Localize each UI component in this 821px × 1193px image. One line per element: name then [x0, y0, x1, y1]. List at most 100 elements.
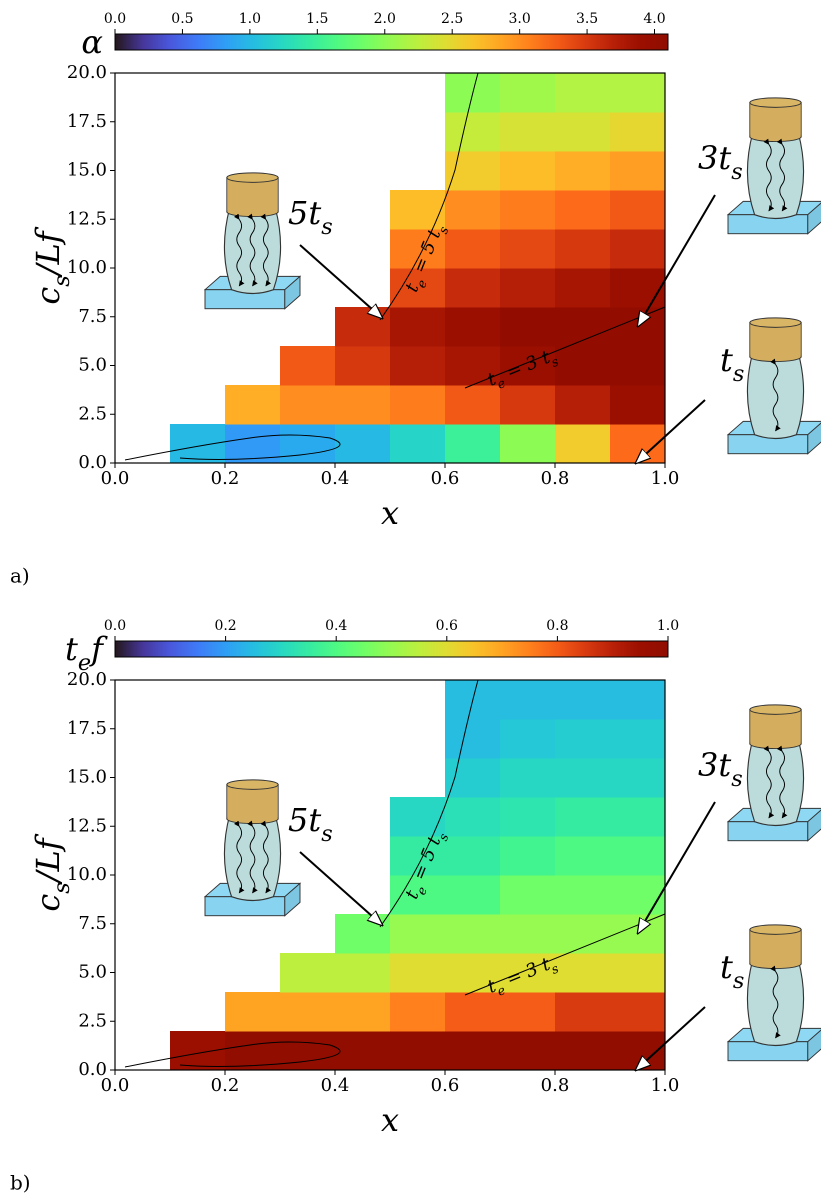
heatmap-cell	[390, 268, 446, 308]
heatmap-cell	[555, 151, 611, 191]
y-tick-label: 20.0	[67, 669, 107, 690]
heatmap-cell	[555, 797, 611, 837]
heatmap-cell	[500, 992, 556, 1032]
heatmap-cell	[280, 424, 336, 464]
heatmap-cell	[335, 307, 391, 347]
wave	[776, 138, 788, 212]
heatmap-cell	[225, 424, 281, 464]
heatmap-cell	[500, 307, 556, 347]
heatmap-cell	[500, 797, 556, 837]
annotation: 3ts	[698, 139, 743, 186]
heatmap-cell	[445, 112, 501, 152]
cap-fill	[750, 102, 801, 137]
heatmap-cell	[555, 680, 611, 720]
x-tick-label: 0.6	[431, 1075, 460, 1096]
heatmap-cell	[445, 151, 501, 191]
base-side	[807, 1029, 821, 1062]
heatmap-cell	[500, 385, 556, 425]
heatmap-cell	[500, 1031, 556, 1071]
heatmap-cell	[445, 719, 501, 759]
x-tick-label: 1.0	[651, 468, 680, 489]
column	[746, 959, 805, 1047]
heatmap-cell	[500, 268, 556, 308]
annotation-part: s	[731, 159, 743, 185]
annotation-part: 3t	[698, 139, 731, 177]
annotation-arrow	[636, 399, 706, 463]
y-tick-label: 7.5	[78, 913, 107, 934]
heatmap-cell	[335, 385, 391, 425]
x-tick-label: 0.6	[431, 468, 460, 489]
heatmap-cell	[280, 1031, 336, 1071]
annotation: 5ts	[288, 801, 333, 848]
y-axis-label-part: s	[49, 882, 75, 894]
y-tick-label: 17.5	[67, 718, 107, 739]
heatmap-cell	[390, 797, 446, 837]
heatmap-cell	[555, 73, 611, 113]
colorbar-tick-label: 1.0	[657, 618, 679, 634]
panel-label: b)	[10, 1171, 31, 1193]
contour-line	[464, 913, 666, 996]
y-tick-label: 10.0	[67, 864, 107, 885]
heatmap-cell	[225, 1031, 281, 1071]
panel-label: a)	[10, 564, 30, 588]
y-axis-label-part: /Lf	[29, 833, 67, 885]
heatmap-cell	[445, 914, 501, 954]
y-tick-label: 2.5	[78, 403, 107, 424]
colorbar-tick-label: 0.4	[325, 618, 347, 634]
y-axis-label-part: s	[49, 275, 75, 287]
heatmap-cell	[390, 836, 446, 876]
y-tick-label: 12.5	[67, 815, 107, 836]
heatmap-cell	[500, 836, 556, 876]
y-tick-label: 0.0	[78, 1059, 107, 1080]
heatmap-cell	[390, 992, 446, 1032]
heatmap-cell	[335, 424, 391, 464]
contour-line	[124, 1041, 341, 1068]
heatmap-cell	[555, 875, 611, 915]
y-tick-label: 17.5	[67, 111, 107, 132]
heatmap-cell	[445, 953, 501, 993]
heatmap-cell	[610, 268, 666, 308]
colorbar-tick-label: 0.2	[214, 618, 236, 634]
heatmap-cell	[280, 992, 336, 1032]
heatmap-cell	[610, 914, 666, 954]
base-side	[807, 202, 821, 235]
heatmap-cell	[280, 953, 336, 993]
heatmap-cell	[500, 190, 556, 230]
heatmap-cell	[555, 190, 611, 230]
heatmap-cell	[445, 385, 501, 425]
heatmap-cell	[445, 875, 501, 915]
heatmap-cell	[445, 424, 501, 464]
heatmap-cell	[610, 875, 666, 915]
heatmap-cell	[555, 268, 611, 308]
y-tick-label: 20.0	[67, 62, 107, 83]
heatmap-cell	[555, 385, 611, 425]
colorbar-label-part: t	[65, 630, 78, 668]
annotation-part: s	[321, 214, 333, 240]
heatmap-cell	[610, 797, 666, 837]
annotation-part: t	[720, 948, 733, 986]
heatmap-cell	[445, 190, 501, 230]
wave	[260, 213, 272, 287]
heatmap-cell	[390, 346, 446, 386]
schematic-icon	[203, 779, 302, 917]
schematic-icon	[726, 924, 821, 1062]
colorbar-tick-label: 0.0	[104, 618, 126, 634]
colorbar-tick-label: 3.5	[576, 11, 598, 27]
annotation: 3ts	[698, 746, 743, 793]
colorbar-label: α	[81, 23, 103, 61]
x-tick-label: 0.2	[211, 468, 240, 489]
x-axis-label: x	[381, 494, 399, 532]
heatmap-cell	[500, 680, 556, 720]
annotation-part: 5t	[288, 801, 321, 839]
colorbar-label-part: f	[89, 630, 108, 668]
heatmap-cell	[445, 268, 501, 308]
heatmap-cell	[170, 424, 226, 464]
y-tick-label: 5.0	[78, 355, 107, 376]
heatmap-cell	[610, 719, 666, 759]
heatmap-cell	[445, 992, 501, 1032]
heatmap-cell	[555, 719, 611, 759]
column	[223, 814, 282, 902]
heatmap-cell	[610, 112, 666, 152]
heatmap-cell	[335, 346, 391, 386]
y-axis-label-part: c	[29, 287, 67, 305]
